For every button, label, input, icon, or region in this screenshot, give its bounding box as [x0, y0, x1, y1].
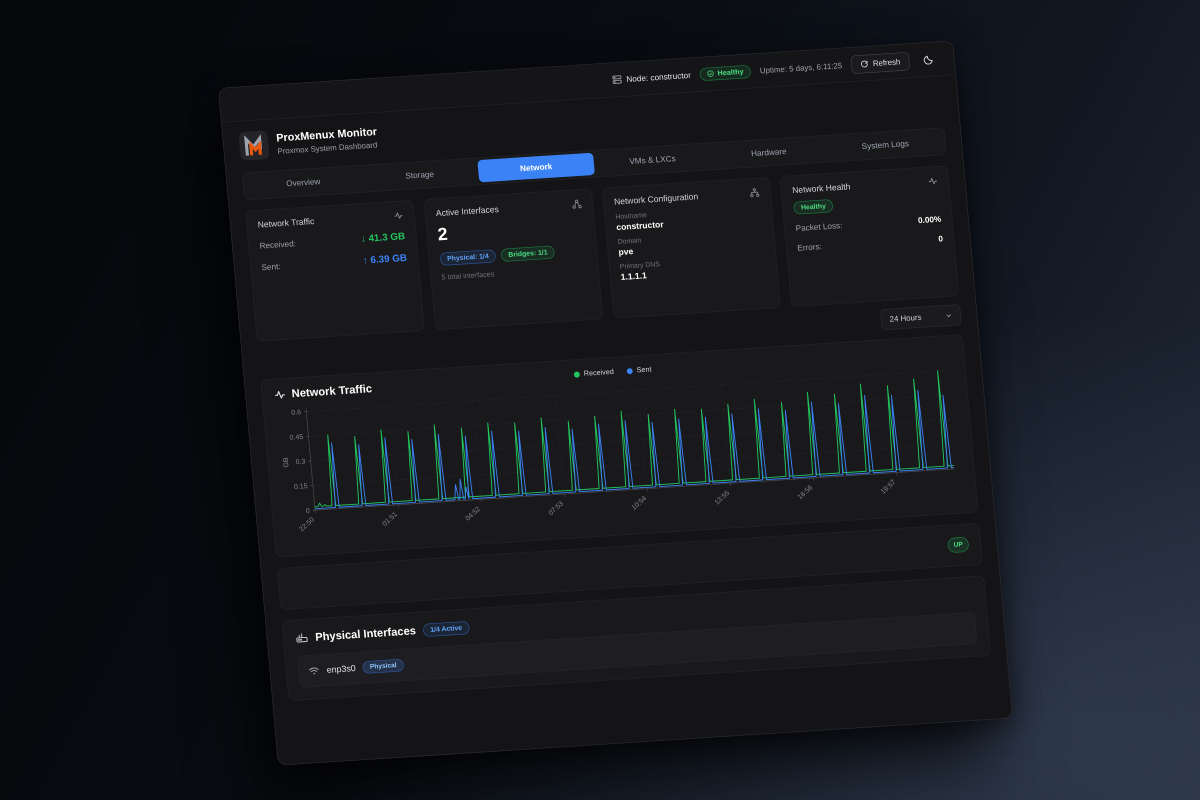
health-badge: Healthy: [699, 64, 752, 81]
activity-icon: [394, 212, 403, 219]
active-interfaces-count: 2: [436, 224, 449, 245]
tab-overview[interactable]: Overview: [285, 176, 321, 189]
tab-network[interactable]: Network: [477, 152, 595, 183]
refresh-label: Refresh: [872, 56, 901, 68]
app-logo: [238, 130, 270, 161]
card-title: Network Traffic: [257, 216, 315, 230]
packet-loss-value: 0.00%: [917, 214, 942, 226]
theme-toggle-button[interactable]: [918, 49, 939, 70]
card-title: Active Interfaces: [435, 204, 500, 219]
tab-storage[interactable]: Storage: [404, 169, 435, 181]
refresh-icon: [861, 60, 868, 68]
time-range-select[interactable]: 24 Hours: [880, 304, 962, 331]
chart-area: 0 0.15 0.3 0.45 0.6 GB 22:50 01:51 04:52 07:53 10:…: [275, 363, 965, 552]
network-health-card: Network Health Healthy Packet Loss: 0.00…: [779, 165, 960, 308]
chevron-down-icon: [946, 314, 951, 317]
sent-label: Sent:: [261, 261, 281, 272]
svg-text:22:50: 22:50: [298, 516, 316, 533]
network-icon: [572, 199, 582, 209]
total-interfaces-text: 5 total interfaces: [441, 270, 495, 282]
moon-icon: [923, 55, 933, 65]
activity-icon: [275, 390, 285, 399]
app-header: ProxMenux Monitor Proxmox System Dashboa…: [222, 75, 960, 172]
svg-text:13:55: 13:55: [714, 490, 732, 507]
card-title: Network Health: [791, 181, 851, 196]
up-status-badge: UP: [947, 536, 970, 554]
bridges-count-badge: Bridges: 1/1: [500, 245, 556, 262]
activity-icon: [928, 177, 937, 185]
controls-row: 24 Hours: [242, 302, 978, 380]
network-traffic-card: Network Traffic Received: ↓ 41.3 GB Sent…: [245, 199, 425, 342]
interface-name: enp3s0: [326, 662, 357, 675]
svg-text:GB: GB: [283, 457, 291, 468]
tab-hardware[interactable]: Hardware: [750, 146, 787, 159]
active-interfaces-card: Active Interfaces 2 Physical: 1/4 Bridge…: [423, 188, 603, 331]
node-info: Node: constructor: [612, 70, 692, 85]
svg-text:04:52: 04:52: [465, 506, 483, 523]
sent-value: ↑ 6.39 GB: [362, 252, 408, 267]
node-label: Node: constructor: [625, 70, 692, 84]
wifi-icon: [309, 667, 319, 675]
health-badge-label: Healthy: [717, 67, 744, 78]
card-title: Network Configuration: [613, 191, 699, 207]
svg-text:10:54: 10:54: [631, 495, 649, 512]
time-range-value: 24 Hours: [889, 312, 922, 324]
svg-text:0.15: 0.15: [294, 483, 308, 491]
svg-text:0: 0: [306, 508, 311, 515]
interface-type-badge: Physical: [362, 658, 405, 674]
physical-interfaces-title: Physical Interfaces: [314, 624, 417, 644]
server-icon: [612, 75, 622, 84]
uptime-text: Uptime: 5 days, 6:11:25: [759, 60, 843, 76]
svg-text:16:56: 16:56: [797, 484, 815, 501]
chart-title: Network Traffic: [291, 382, 373, 400]
health-status-badge: Healthy: [793, 199, 834, 215]
stat-cards-row: Network Traffic Received: ↓ 41.3 GB Sent…: [229, 163, 975, 349]
network-traffic-chart: 0 0.15 0.3 0.45 0.6 GB 22:50 01:51 04:52 07:53 10:…: [283, 370, 955, 533]
proxmenux-logo-icon: [244, 134, 263, 156]
packet-loss-label: Packet Loss:: [795, 220, 843, 234]
network-traffic-chart-card: Network Traffic Received Sent 0 0.15 0.3 0.4…: [260, 334, 979, 558]
errors-value: 0: [937, 234, 944, 244]
svg-text:0.6: 0.6: [291, 409, 301, 417]
topbar: Node: constructor Healthy Uptime: 5 days…: [218, 41, 956, 123]
tab-system-logs[interactable]: System Logs: [861, 138, 910, 152]
check-circle-icon: [707, 70, 714, 77]
svg-text:07:53: 07:53: [548, 500, 566, 517]
active-count-badge: 1/4 Active: [422, 620, 470, 637]
svg-text:0.3: 0.3: [295, 459, 305, 467]
hierarchy-icon: [750, 188, 760, 198]
interface-row-enp3s0[interactable]: enp3s0 Physical: [297, 611, 978, 688]
dashboard-window: Node: constructor Healthy Uptime: 5 days…: [218, 40, 1013, 766]
received-label: Received:: [259, 238, 297, 251]
router-icon: [296, 633, 308, 643]
network-configuration-card: Network Configuration Hostname construct…: [601, 176, 782, 319]
physical-interfaces-card: Physical Interfaces 1/4 Active enp3s0 Ph…: [281, 574, 992, 701]
svg-text:0.45: 0.45: [289, 434, 303, 442]
svg-text:19:57: 19:57: [880, 479, 898, 496]
refresh-button[interactable]: Refresh: [850, 51, 911, 74]
physical-count-badge: Physical: 1/4: [439, 249, 497, 266]
received-value: ↓ 41.3 GB: [360, 230, 406, 245]
tab-vms-lxcs[interactable]: VMs & LXCs: [628, 153, 677, 167]
errors-label: Errors:: [796, 241, 823, 253]
svg-text:01:51: 01:51: [381, 511, 399, 528]
